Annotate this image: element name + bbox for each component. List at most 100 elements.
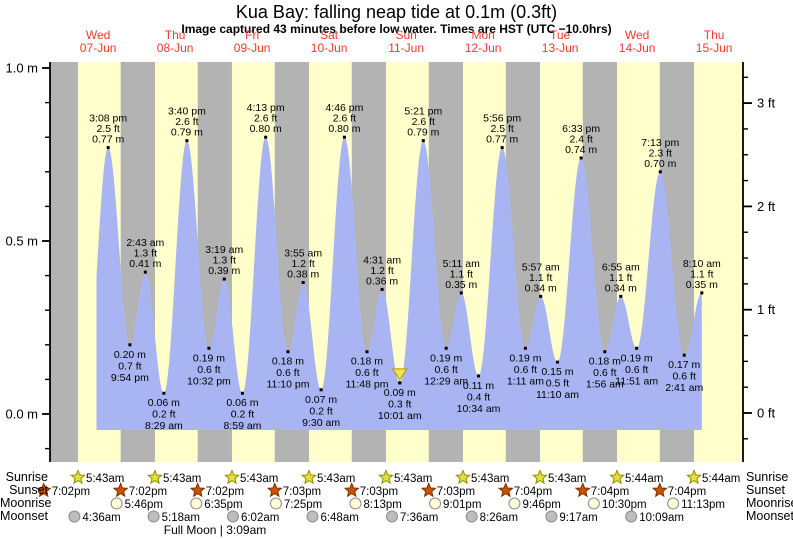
moonrise-time-label: 11:13pm xyxy=(681,499,725,511)
day-date-label: 09-Jun xyxy=(234,41,271,55)
tide-event-label: 0.6 ft xyxy=(625,364,648,376)
tide-event-dot xyxy=(444,346,448,350)
sunrise-icon xyxy=(532,469,548,485)
tide-event-label: 10:01 am xyxy=(378,410,422,422)
tide-event-label: 0.34 m xyxy=(605,282,637,294)
tide-event-dot xyxy=(500,146,504,150)
tide-event-label: 0.18 m xyxy=(589,356,621,368)
tide-event-label: 2.6 ft xyxy=(254,113,277,125)
tide-event-label: 0.36 m xyxy=(366,275,398,287)
tide-event-label: 0.6 ft xyxy=(197,364,220,376)
tide-event-label: 1:11 am xyxy=(507,375,544,387)
tide-event-label: 0.18 m xyxy=(351,356,383,368)
tide-event-label: 3:08 pm xyxy=(89,113,127,125)
sunset-time-label: 7:02pm xyxy=(206,486,244,498)
moonset-time-label: 6:02am xyxy=(241,512,279,524)
moonrise-time-label: 9:46pm xyxy=(522,499,560,511)
tide-event-label: 2.6 ft xyxy=(412,116,435,128)
moonset-time-label: 7:36am xyxy=(400,512,438,524)
tide-event-label: 2.6 ft xyxy=(175,116,198,128)
tide-event-label: 0.74 m xyxy=(565,144,597,156)
tide-event-label: 0.6 ft xyxy=(434,364,457,376)
tide-event-dot xyxy=(207,346,211,350)
sunrise-time-label: 5:43am xyxy=(240,473,278,485)
moonset-icon xyxy=(386,510,399,523)
tide-event-dot xyxy=(319,388,323,392)
day-date-label: 14-Jun xyxy=(619,41,656,55)
tide-event-label: 0.39 m xyxy=(208,265,240,277)
tide-event-dot xyxy=(477,374,481,378)
moonrise-time-label: 8:13pm xyxy=(363,499,401,511)
sunset-time-label: 7:04pm xyxy=(514,486,552,498)
tide-event-label: 10:34 am xyxy=(457,403,501,415)
tide-event-dot xyxy=(264,135,268,139)
tide-event-label: 1.1 ft xyxy=(609,272,632,284)
moonrise-icon xyxy=(508,497,521,510)
chart-title: Kua Bay: falling neap tide at 0.1m (0.3f… xyxy=(235,2,558,22)
moonset-icon xyxy=(226,510,239,523)
tide-event-label: 0.3 ft xyxy=(388,398,411,410)
tide-event-label: 0.6 ft xyxy=(514,364,537,376)
tide-event-label: 0.4 ft xyxy=(467,391,490,403)
moonrise-icon xyxy=(349,497,362,510)
moonrise-icon xyxy=(667,497,680,510)
tide-event-label: 0.79 m xyxy=(407,127,439,139)
tide-event-dot xyxy=(523,346,527,350)
tide-event-label: 0.7 ft xyxy=(118,360,141,372)
moonset-row-label-right: Moonset xyxy=(746,509,793,523)
day-label: Thu xyxy=(704,28,725,42)
tide-event-label: 3:40 pm xyxy=(168,106,206,118)
tide-event-label: 1.3 ft xyxy=(213,255,236,267)
tide-event-label: 0.70 m xyxy=(644,158,676,170)
tide-event-label: 1.2 ft xyxy=(292,258,315,270)
sunset-icon xyxy=(574,482,591,498)
moonrise-time-label: 9:01pm xyxy=(443,499,481,511)
sunset-icon xyxy=(343,482,360,498)
moonrise-icon xyxy=(429,497,442,510)
tide-event-label: 4:31 am xyxy=(363,254,401,266)
day-label: Thu xyxy=(165,28,186,42)
left-axis-tick-label: 0.0 m xyxy=(5,407,38,422)
left-axis-tick-label: 1.0 m xyxy=(5,61,38,76)
tide-event-label: 6:55 am xyxy=(602,261,640,273)
right-axis-tick-label: 0 ft xyxy=(757,406,775,421)
tide-event-label: 1.3 ft xyxy=(134,248,157,260)
tide-event-label: 11:51 am xyxy=(615,375,658,387)
tide-event-label: 6:33 pm xyxy=(562,123,600,135)
sunrise-time-label: 5:43am xyxy=(86,473,124,485)
moonrise-time-label: 5:46pm xyxy=(125,499,163,511)
tide-event-dot xyxy=(380,287,384,291)
moonrise-row-label: Moonrise xyxy=(0,496,52,510)
tide-event-label: 11:10 pm xyxy=(266,379,309,391)
sunset-time-label: 7:04pm xyxy=(668,486,706,498)
sunrise-row-label: Sunrise xyxy=(5,470,48,484)
sunset-icon xyxy=(266,482,283,498)
sunrise-icon xyxy=(70,469,86,485)
tide-event-label: 0.80 m xyxy=(328,123,360,135)
tide-event-label: 0.35 m xyxy=(686,279,718,291)
day-date-label: 15-Jun xyxy=(696,41,733,55)
tide-event-dot xyxy=(301,281,305,285)
tide-event-dot xyxy=(106,146,110,150)
tide-event-dot xyxy=(365,350,369,354)
moonrise-time-label: 7:25pm xyxy=(284,499,322,511)
sunset-time-label: 7:03pm xyxy=(283,486,321,498)
sunset-icon xyxy=(651,482,668,498)
tide-event-label: 9:30 am xyxy=(302,417,340,429)
moonrise-icon xyxy=(190,497,203,510)
sunrise-icon xyxy=(301,469,317,485)
sunset-icon xyxy=(497,482,514,498)
sunset-time-label: 7:03pm xyxy=(437,486,475,498)
sunset-row-label: Sunset xyxy=(9,483,48,497)
left-axis-tick-label: 0.5 m xyxy=(5,234,38,249)
tide-event-label: 0.34 m xyxy=(525,282,557,294)
tide-event-label: 2.4 ft xyxy=(569,133,592,145)
tide-event-label: 0.06 m xyxy=(148,397,180,409)
tide-event-label: 1:56 am xyxy=(586,379,624,391)
tide-event-label: 0.19 m xyxy=(430,352,462,364)
tide-event-dot xyxy=(700,291,704,295)
tide-event-dot xyxy=(240,391,244,395)
day-date-label: 11-Jun xyxy=(388,41,424,55)
tide-event-dot xyxy=(539,294,543,298)
tide-event-label: 11:48 pm xyxy=(345,379,388,391)
